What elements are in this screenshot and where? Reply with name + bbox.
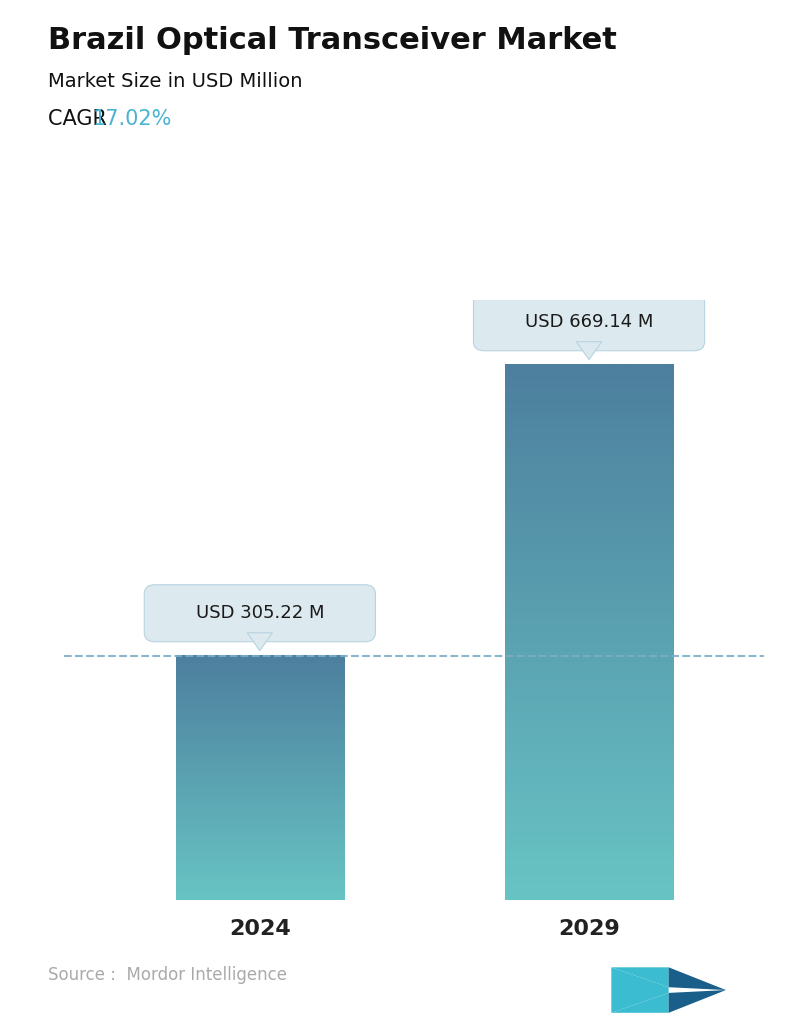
Text: Market Size in USD Million: Market Size in USD Million	[48, 72, 302, 91]
Polygon shape	[576, 341, 602, 360]
Text: USD 669.14 M: USD 669.14 M	[525, 313, 654, 331]
Text: 17.02%: 17.02%	[93, 109, 173, 128]
Polygon shape	[669, 991, 726, 1013]
Text: CAGR: CAGR	[48, 109, 120, 128]
Polygon shape	[669, 968, 726, 991]
Text: Source :  Mordor Intelligence: Source : Mordor Intelligence	[48, 967, 287, 984]
FancyBboxPatch shape	[474, 294, 704, 351]
Text: Brazil Optical Transceiver Market: Brazil Optical Transceiver Market	[48, 26, 617, 55]
Polygon shape	[611, 993, 669, 1013]
Polygon shape	[611, 968, 669, 987]
Polygon shape	[248, 633, 272, 650]
FancyBboxPatch shape	[144, 585, 376, 642]
Polygon shape	[611, 968, 669, 1013]
Text: USD 305.22 M: USD 305.22 M	[196, 604, 324, 622]
